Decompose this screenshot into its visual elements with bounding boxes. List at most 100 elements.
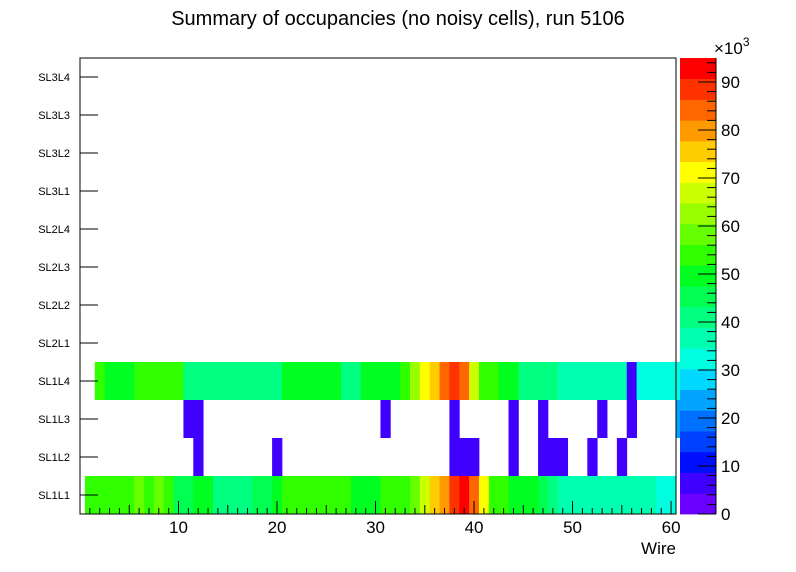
heatmap-cell: [557, 476, 569, 514]
y-tick-label: SL1L3: [38, 414, 70, 426]
heatmap-cell: [400, 362, 411, 400]
heatmap-cell: [301, 476, 312, 514]
heatmap-cell: [577, 362, 588, 400]
heatmap-cell: [626, 476, 637, 514]
heatmap-cell: [291, 476, 303, 514]
colorbar-segment: [680, 78, 716, 100]
y-tick-label: SL1L1: [38, 490, 70, 502]
heatmap-cell: [508, 400, 519, 438]
x-tick-label: 30: [366, 518, 385, 537]
colorbar-segment: [680, 203, 716, 225]
colorbar-tick-label: 70: [721, 169, 740, 188]
heatmap-cell: [104, 362, 115, 400]
heatmap-cell: [459, 476, 470, 514]
colorbar-segment: [680, 140, 716, 163]
heatmap-cell: [341, 476, 352, 514]
heatmap-cell: [341, 362, 352, 400]
heatmap-cell: [203, 362, 214, 400]
heatmap-cell: [114, 476, 125, 514]
heatmap-cell: [538, 476, 549, 514]
heatmap-cell: [449, 400, 460, 438]
heatmap-cell: [557, 362, 569, 400]
heatmap-cell: [212, 476, 224, 514]
y-tick-label: SL3L2: [38, 148, 70, 160]
heatmap-cell: [597, 476, 608, 514]
heatmap-cell: [488, 362, 500, 400]
heatmap-cell: [370, 362, 381, 400]
heatmap-cell: [281, 362, 293, 400]
heatmap-cell: [429, 362, 440, 400]
heatmap-cell: [616, 476, 628, 514]
heatmap-cell: [183, 400, 194, 438]
heatmap-cell: [518, 362, 529, 400]
heatmap-cell: [567, 476, 578, 514]
heatmap-cell: [410, 476, 421, 514]
colorbar-tick-label: 30: [721, 361, 740, 380]
colorbar-segment: [680, 99, 716, 121]
heatmap-cell: [459, 362, 470, 400]
heatmap-cell: [350, 362, 362, 400]
heatmap-cell: [301, 362, 312, 400]
heatmap-cell: [518, 476, 529, 514]
heatmap-cell: [193, 476, 204, 514]
plot-frame: [79, 57, 677, 515]
colorbar-segment: [680, 286, 716, 308]
colorbar-multiplier-exponent: 3: [743, 35, 750, 49]
heatmap-cell: [469, 438, 480, 476]
heatmap-cell: [646, 362, 657, 400]
heatmap-cell: [291, 362, 303, 400]
x-tick-label: 50: [563, 518, 582, 537]
colorbar-multiplier: ×103: [714, 35, 750, 58]
heatmap-cell: [410, 362, 421, 400]
heatmap-cell: [538, 438, 549, 476]
heatmap-cell: [538, 400, 549, 438]
heatmap-cell: [272, 476, 283, 514]
y-tick-label: SL1L4: [38, 376, 70, 388]
heatmap-cell: [331, 362, 342, 400]
x-tick-label: 10: [169, 518, 188, 537]
heatmap-cell: [636, 362, 647, 400]
heatmap-cell: [666, 362, 677, 400]
colorbar-tick-label: 50: [721, 265, 740, 284]
y-tick-label: SL2L1: [38, 338, 70, 350]
heatmap-cell: [439, 362, 450, 400]
x-tick-label: 60: [662, 518, 681, 537]
heatmap-cell: [449, 362, 460, 400]
heatmap-cell: [419, 362, 431, 400]
heatmap-cell: [597, 400, 608, 438]
y-tick-label: SL2L3: [38, 262, 70, 274]
heatmap-cell: [350, 476, 362, 514]
heatmap-cell: [429, 476, 440, 514]
colorbar-tick-label: 40: [721, 313, 740, 332]
heatmap-cell: [262, 362, 273, 400]
x-tick-label: 20: [268, 518, 287, 537]
heatmap-cell: [488, 476, 500, 514]
heatmap-cell: [567, 362, 578, 400]
heatmap-cell: [262, 476, 273, 514]
heatmap-cell: [508, 476, 519, 514]
heatmap-cell: [400, 476, 411, 514]
heatmap-cell: [656, 476, 667, 514]
heatmap-cell: [597, 362, 608, 400]
heatmap-cell: [94, 476, 106, 514]
heatmap-cell: [508, 362, 519, 400]
heatmap-cell: [380, 400, 391, 438]
colorbar-segment: [680, 161, 716, 183]
colorbar-segment: [680, 265, 716, 287]
heatmap-cell: [557, 438, 569, 476]
heatmap-cell: [134, 476, 145, 514]
heatmap-cell: [173, 476, 184, 514]
heatmap-cell: [193, 400, 204, 438]
heatmap-cell: [321, 476, 332, 514]
heatmap-cell: [252, 362, 263, 400]
heatmap-cell: [153, 476, 165, 514]
colorbar-segment: [680, 472, 716, 494]
heatmap-cell: [449, 476, 460, 514]
heatmap-cell: [272, 362, 283, 400]
colorbar-segment: [680, 306, 716, 328]
heatmap-cell: [626, 400, 637, 438]
colorbar-segment: [680, 58, 716, 80]
y-tick-label: SL2L4: [38, 224, 70, 236]
heatmap-cell: [616, 438, 628, 476]
